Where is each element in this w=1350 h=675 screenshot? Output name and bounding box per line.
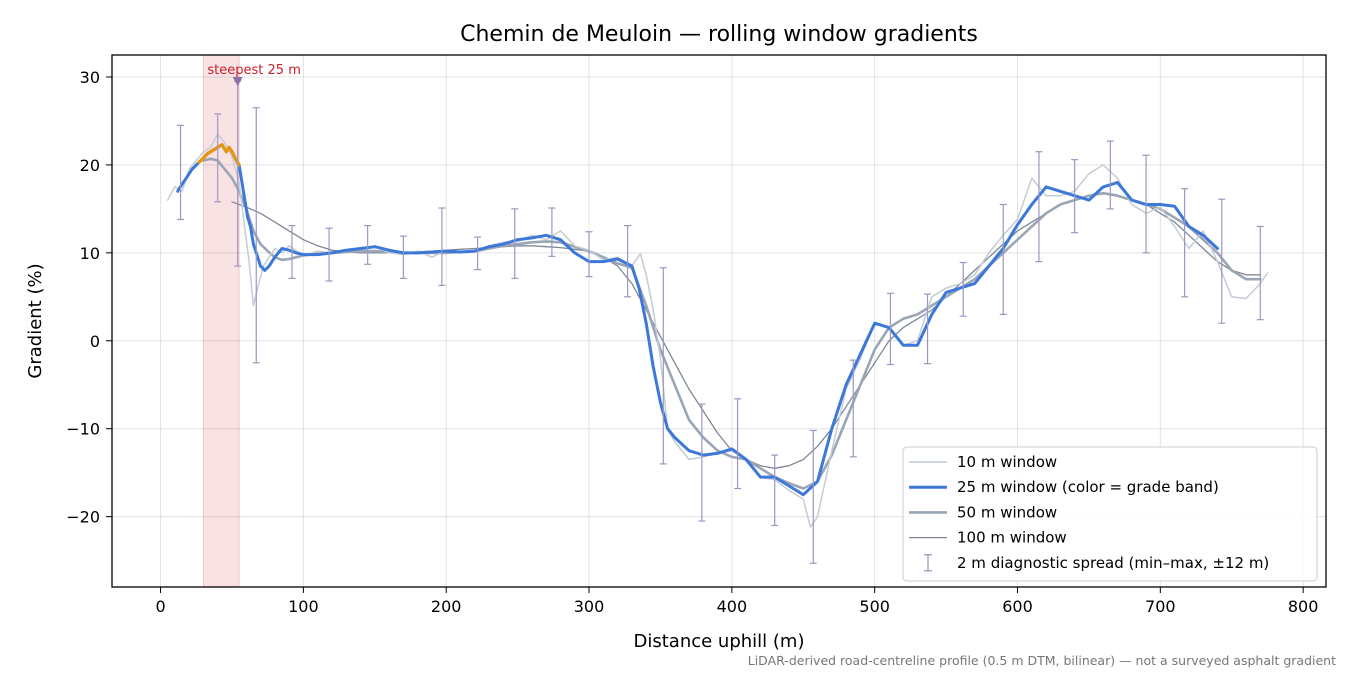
y-axis-ticks: 30 20 10 0 −10 −20: [66, 68, 112, 527]
series-25m-steep-segment: [197, 143, 241, 167]
x-tick-label: 600: [1002, 597, 1033, 616]
y-tick-label: 20: [80, 156, 100, 175]
error-bar: [1035, 151, 1043, 263]
error-bar: [585, 231, 593, 278]
legend-label: 2 m diagnostic spread (min–max, ±12 m): [957, 554, 1269, 572]
annotations: steepest 25 m: [207, 63, 301, 86]
error-bar: [1181, 188, 1189, 298]
steepest-annotation: steepest 25 m: [207, 63, 300, 78]
x-tick-label: 100: [288, 597, 319, 616]
x-axis-ticks: 0 100 200 300 400 500 600 700 800: [155, 587, 1318, 616]
error-bar: [886, 292, 894, 366]
error-bar: [325, 227, 333, 282]
error-bar: [364, 224, 372, 265]
error-bar: [438, 207, 446, 286]
chart-title: Chemin de Meuloin — rolling window gradi…: [460, 22, 978, 47]
x-tick-label: 800: [1288, 597, 1319, 616]
legend-item: 10 m window: [909, 453, 1057, 471]
error-bar: [924, 293, 932, 365]
error-bar: [1218, 198, 1226, 324]
error-bar: [771, 454, 779, 527]
error-bar: [288, 224, 296, 279]
x-tick-label: 500: [859, 597, 890, 616]
error-bar: [624, 224, 632, 298]
error-bar: [809, 429, 817, 564]
x-tick-label: 400: [717, 597, 748, 616]
error-bar: [1106, 140, 1114, 210]
error-bar: [959, 261, 967, 317]
legend-label: 50 m window: [957, 503, 1057, 521]
legend: 10 m window 25 m window (color = grade ba…: [902, 446, 1318, 582]
plot-frame: [111, 54, 1327, 588]
error-bar: [1071, 159, 1079, 234]
steepest-peak-marker: [232, 76, 243, 86]
error-bar: [252, 107, 260, 364]
error-bar: [999, 203, 1007, 316]
steepest-band: [202, 54, 240, 588]
x-tick-label: 0: [155, 597, 165, 616]
error-bar: [474, 236, 482, 271]
series-50m-window-line: [202, 157, 1262, 490]
legend-label: 25 m window (color = grade band): [957, 478, 1219, 496]
y-tick-label: 30: [80, 68, 100, 87]
legend-item: 100 m window: [909, 529, 1067, 547]
error-bar: [511, 208, 519, 279]
error-bar: [214, 113, 222, 203]
footnote: LiDAR-derived road-centreline profile (0…: [748, 653, 1336, 668]
series-lines: [166, 133, 1269, 528]
error-bar: [399, 235, 407, 279]
error-bar: [548, 207, 556, 257]
error-bar: [698, 403, 706, 522]
legend-label: 10 m window: [957, 453, 1057, 471]
y-tick-label: 0: [90, 332, 100, 351]
error-bars: [177, 80, 1264, 564]
series-10m-window-line: [166, 133, 1269, 528]
series-25m-window-line: [176, 143, 1219, 497]
error-bar: [177, 124, 185, 221]
y-axis-label: Gradient (%): [25, 263, 46, 378]
x-tick-label: 300: [574, 597, 605, 616]
y-tick-label: −10: [66, 420, 100, 439]
error-bar: [1142, 154, 1150, 254]
legend-item: 25 m window (color = grade band): [909, 478, 1219, 496]
legend-label: 100 m window: [957, 529, 1067, 547]
error-bar: [849, 359, 857, 458]
x-axis-label: Distance uphill (m): [634, 631, 805, 652]
steepest-25m-band: [202, 54, 240, 588]
y-tick-label: −20: [66, 508, 100, 527]
error-bar: [659, 267, 667, 465]
series-100m-window-line: [231, 193, 1261, 469]
error-bar: [734, 398, 742, 490]
legend-item: 2 m diagnostic spread (min–max, ±12 m): [924, 554, 1269, 572]
x-tick-label: 200: [431, 597, 462, 616]
x-tick-label: 700: [1145, 597, 1176, 616]
legend-box: [902, 446, 1318, 582]
error-bar: [1256, 225, 1264, 321]
y-tick-label: 10: [80, 244, 100, 263]
legend-item: 50 m window: [909, 503, 1057, 521]
